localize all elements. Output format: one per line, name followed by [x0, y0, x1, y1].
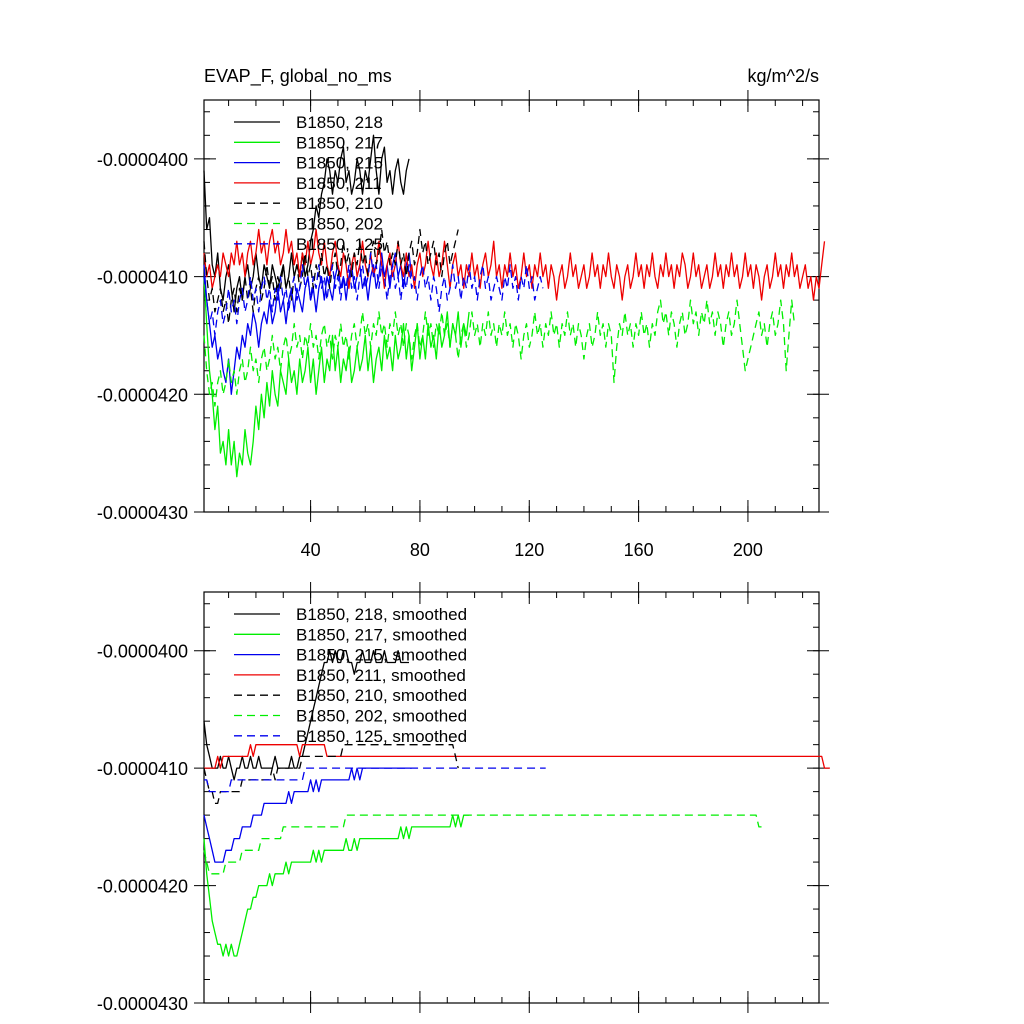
legend-label: B1850, 218, smoothed [296, 605, 467, 624]
legend-label: B1850, 217 [296, 133, 383, 152]
series-line-b1850-125 [203, 252, 544, 337]
y-tick-label: -0.0000410 [97, 268, 188, 288]
series-line-b1850-202 [203, 299, 796, 407]
y-tick-label: -0.0000400 [97, 642, 188, 662]
legend-label: B1850, 210 [296, 194, 383, 213]
x-tick-label: 200 [733, 540, 763, 560]
y-tick-label: -0.0000420 [97, 385, 188, 405]
legend-label: B1850, 218 [296, 113, 383, 132]
legend-label: B1850, 215 [296, 154, 383, 173]
series-line-b1850-217-smoothed [203, 814, 470, 957]
legend-label: B1850, 210, smoothed [296, 686, 467, 705]
legend-label: B1850, 217, smoothed [296, 625, 467, 644]
legend-label: B1850, 125, smoothed [296, 727, 467, 746]
series-line-b1850-218 [203, 134, 410, 313]
legend-label: B1850, 202 [296, 215, 383, 234]
series-line-b1850-210 [203, 228, 459, 325]
series-line-b1850-125-smoothed [204, 767, 546, 793]
plot-frame [203, 591, 820, 1004]
series-line-b1850-211 [203, 228, 826, 301]
plot-frame [203, 99, 820, 513]
series-line-b1850-218-smoothed [203, 650, 409, 781]
series-line-b1850-210-smoothed [203, 744, 459, 805]
y-tick-label: -0.0000410 [97, 759, 188, 779]
series-line-b1850-215 [203, 252, 413, 395]
top-panel-units: kg/m^2/s [748, 66, 819, 86]
series-line-b1850-217 [203, 276, 470, 478]
series-line-b1850-211-smoothed [204, 744, 830, 769]
legend-label: B1850, 211, smoothed [296, 666, 466, 685]
y-tick-label: -0.0000420 [97, 877, 188, 897]
x-tick-label: 160 [624, 540, 654, 560]
top-panel: EVAP_F, global_no_ms kg/m^2/s -0.0000400… [97, 66, 829, 560]
legend-label: B1850, 215, smoothed [296, 646, 467, 665]
y-tick-label: -0.0000430 [97, 503, 188, 523]
bottom-panel: -0.0000400 -0.0000410 -0.0000420 -0.0000430… [97, 582, 830, 1014]
legend-label: B1850, 211 [296, 174, 382, 193]
top-plot-area: -0.0000400 -0.0000410 -0.0000420 -0.0000430… [97, 90, 829, 560]
bottom-plot-area: -0.0000400 -0.0000410 -0.0000420 -0.0000430… [97, 582, 830, 1014]
top-panel-title: EVAP_F, global_no_ms [204, 66, 392, 87]
x-tick-label: 80 [410, 540, 430, 560]
series-line-b1850-202-smoothed [203, 814, 765, 875]
y-tick-label: -0.0000430 [97, 994, 188, 1014]
legend-label: B1850, 202, smoothed [296, 707, 467, 726]
x-tick-label: 120 [514, 540, 544, 560]
x-tick-label: 40 [301, 540, 321, 560]
y-tick-label: -0.0000400 [97, 150, 188, 170]
legend-label: B1850, 125 [296, 235, 383, 254]
